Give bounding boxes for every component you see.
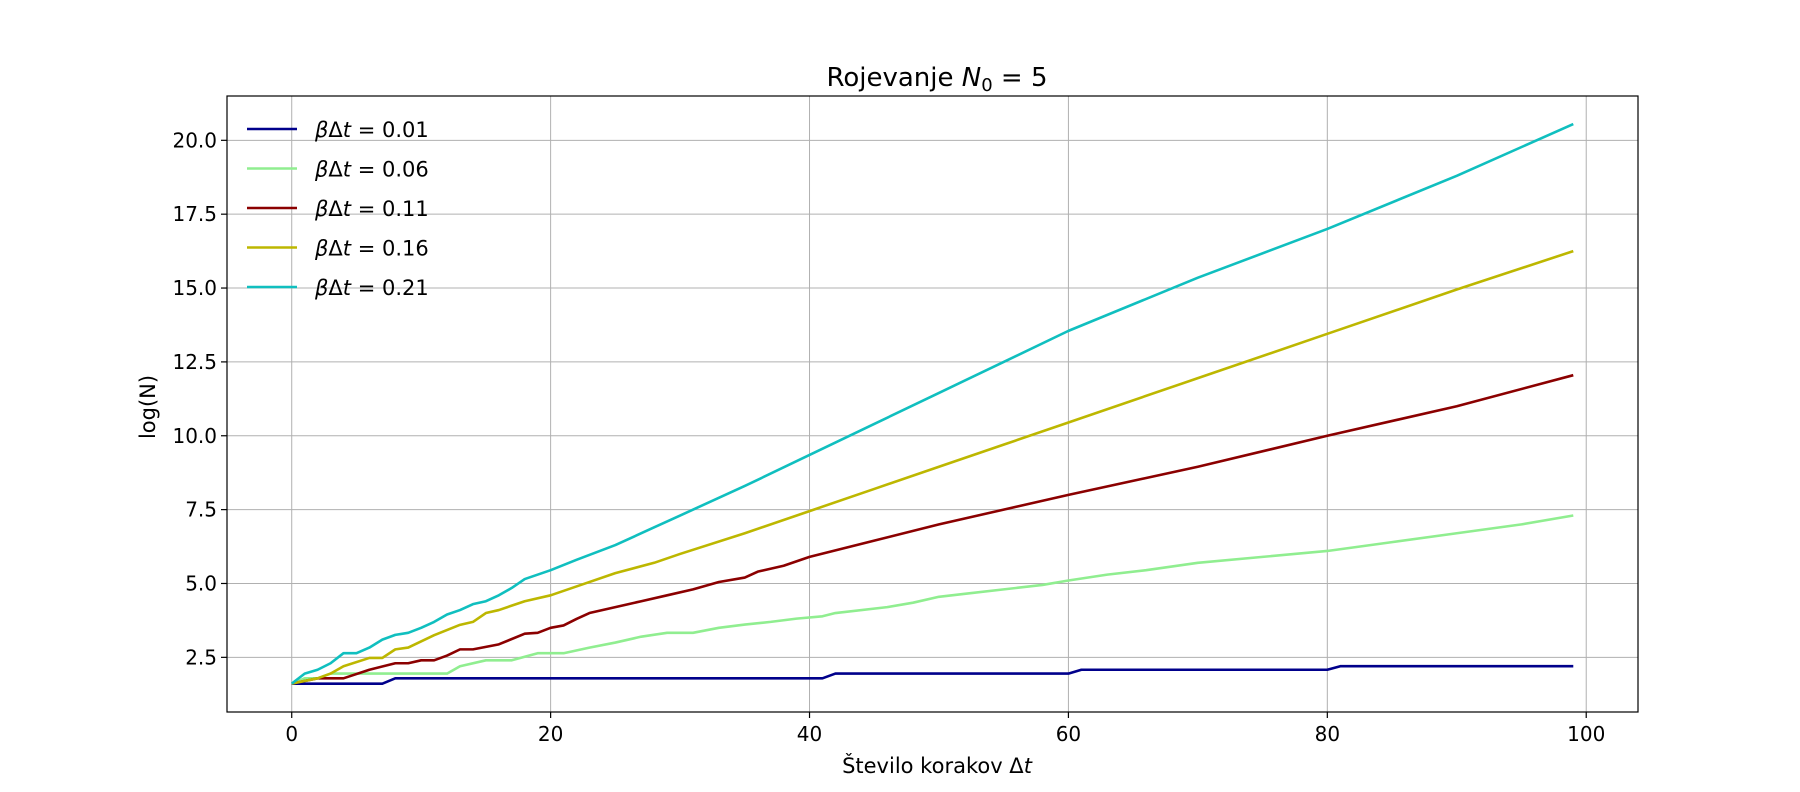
x-tick-label: 80	[1315, 722, 1340, 746]
y-tick-label: 20.0	[172, 128, 217, 152]
legend-label-5: βΔt = 0.21	[314, 276, 429, 300]
series-layer	[290, 122, 1574, 685]
series-line-3	[291, 373, 1574, 685]
series-line-5	[290, 122, 1574, 685]
x-axis: 0 20 40 60 80 100	[285, 712, 1605, 746]
y-tick-label: 10.0	[172, 424, 217, 448]
y-tick-label: 12.5	[172, 350, 217, 374]
chart-title: Rojevanje N0 = 5	[826, 63, 1047, 96]
series-line-2	[291, 514, 1574, 685]
x-tick-label: 40	[797, 722, 822, 746]
y-axis-label: log(N)	[136, 375, 160, 439]
legend-label-4: βΔt = 0.16	[314, 237, 429, 261]
y-tick-label: 7.5	[185, 498, 217, 522]
series-line-4	[291, 249, 1574, 685]
x-tick-label: 0	[285, 722, 298, 746]
x-tick-label: 100	[1567, 722, 1605, 746]
x-tick-label: 20	[538, 722, 563, 746]
y-tick-label: 2.5	[185, 645, 217, 669]
legend-label-1: βΔt = 0.01	[314, 118, 429, 142]
legend: βΔt = 0.01 βΔt = 0.06 βΔt = 0.11 βΔt = 0.16…	[247, 118, 429, 300]
x-axis-label: Število korakov Δt	[842, 753, 1033, 778]
legend-label-2: βΔt = 0.06	[314, 158, 429, 182]
grid	[227, 96, 1638, 712]
series-line-1	[291, 664, 1574, 685]
legend-label-3: βΔt = 0.11	[314, 197, 429, 221]
x-tick-label: 60	[1056, 722, 1081, 746]
y-tick-label: 17.5	[172, 202, 217, 226]
y-tick-label: 5.0	[185, 571, 217, 595]
y-axis: 2.5 5.0 7.5 10.0 12.5 15.0 17.5 20.0	[172, 128, 227, 669]
y-tick-label: 15.0	[172, 276, 217, 300]
plot-frame	[226, 95, 1639, 713]
